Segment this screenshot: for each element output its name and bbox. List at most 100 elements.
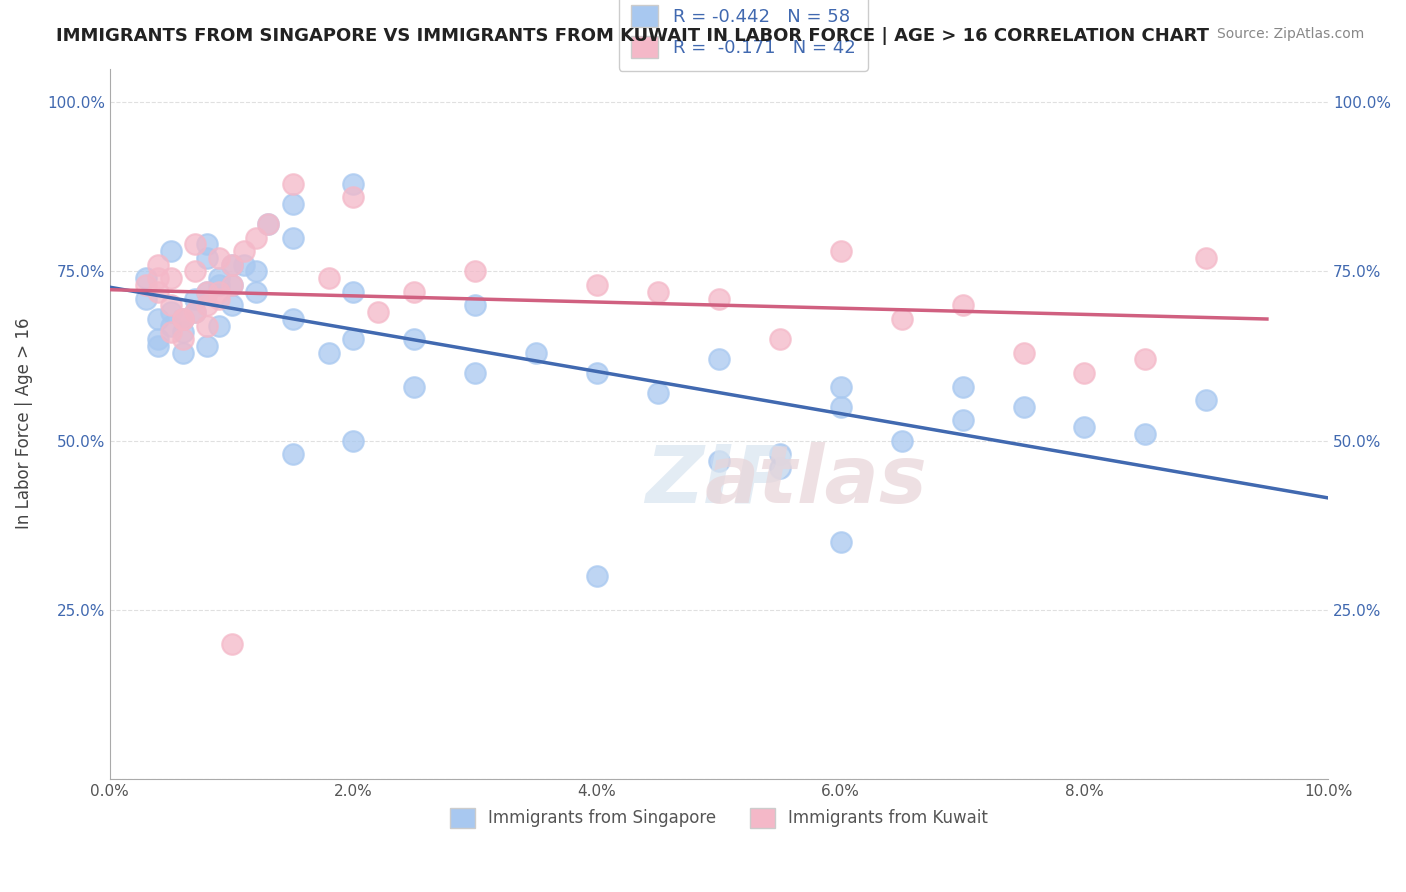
Point bbox=[232, 258, 254, 272]
Point bbox=[769, 460, 792, 475]
Point bbox=[148, 332, 170, 346]
Text: ZIP: ZIP bbox=[645, 442, 793, 519]
Point bbox=[184, 237, 207, 252]
Point bbox=[148, 285, 170, 299]
Point bbox=[952, 298, 974, 312]
Point bbox=[769, 447, 792, 461]
Point bbox=[208, 251, 231, 265]
Point bbox=[159, 305, 181, 319]
Legend: Immigrants from Singapore, Immigrants from Kuwait: Immigrants from Singapore, Immigrants fr… bbox=[443, 801, 994, 835]
Point bbox=[404, 332, 426, 346]
Point bbox=[221, 278, 243, 293]
Point bbox=[221, 637, 243, 651]
Point bbox=[195, 318, 218, 333]
Point bbox=[159, 318, 181, 333]
Point bbox=[1012, 345, 1035, 359]
Point bbox=[464, 298, 486, 312]
Point bbox=[524, 345, 547, 359]
Point bbox=[184, 264, 207, 278]
Point bbox=[221, 258, 243, 272]
Point bbox=[1012, 400, 1035, 414]
Point bbox=[464, 366, 486, 380]
Point bbox=[404, 379, 426, 393]
Point bbox=[184, 305, 207, 319]
Point bbox=[232, 244, 254, 259]
Point bbox=[769, 332, 792, 346]
Point bbox=[1073, 420, 1095, 434]
Point bbox=[1073, 366, 1095, 380]
Point bbox=[221, 278, 243, 293]
Point bbox=[195, 339, 218, 353]
Point bbox=[184, 292, 207, 306]
Point bbox=[281, 447, 304, 461]
Point bbox=[172, 332, 194, 346]
Point bbox=[195, 237, 218, 252]
Point bbox=[1195, 251, 1218, 265]
Point bbox=[707, 454, 730, 468]
Point bbox=[281, 177, 304, 191]
Point bbox=[952, 379, 974, 393]
Point bbox=[830, 400, 852, 414]
Point bbox=[707, 352, 730, 367]
Point bbox=[208, 292, 231, 306]
Point bbox=[221, 298, 243, 312]
Point bbox=[159, 271, 181, 285]
Point bbox=[707, 292, 730, 306]
Point bbox=[464, 264, 486, 278]
Point bbox=[245, 230, 267, 244]
Point bbox=[318, 345, 340, 359]
Point bbox=[890, 311, 912, 326]
Point bbox=[148, 258, 170, 272]
Point bbox=[208, 278, 231, 293]
Point bbox=[257, 217, 280, 231]
Point bbox=[135, 271, 157, 285]
Point bbox=[586, 569, 609, 583]
Point bbox=[952, 413, 974, 427]
Point bbox=[221, 258, 243, 272]
Point bbox=[148, 271, 170, 285]
Point bbox=[586, 366, 609, 380]
Point bbox=[195, 298, 218, 312]
Point bbox=[1135, 426, 1157, 441]
Text: atlas: atlas bbox=[704, 442, 928, 519]
Point bbox=[159, 298, 181, 312]
Point bbox=[195, 285, 218, 299]
Point bbox=[135, 292, 157, 306]
Point bbox=[195, 251, 218, 265]
Point bbox=[257, 217, 280, 231]
Point bbox=[245, 285, 267, 299]
Point bbox=[159, 244, 181, 259]
Point bbox=[647, 386, 669, 401]
Point bbox=[135, 278, 157, 293]
Point bbox=[342, 332, 364, 346]
Point bbox=[281, 311, 304, 326]
Point bbox=[208, 318, 231, 333]
Point bbox=[647, 285, 669, 299]
Point bbox=[208, 271, 231, 285]
Point bbox=[245, 264, 267, 278]
Point bbox=[281, 197, 304, 211]
Point bbox=[404, 285, 426, 299]
Point bbox=[586, 278, 609, 293]
Point bbox=[172, 326, 194, 340]
Point bbox=[159, 326, 181, 340]
Point bbox=[172, 345, 194, 359]
Point bbox=[1195, 392, 1218, 407]
Point bbox=[342, 177, 364, 191]
Text: Source: ZipAtlas.com: Source: ZipAtlas.com bbox=[1216, 27, 1364, 41]
Point bbox=[172, 311, 194, 326]
Y-axis label: In Labor Force | Age > 16: In Labor Force | Age > 16 bbox=[15, 318, 32, 530]
Point bbox=[148, 311, 170, 326]
Point bbox=[830, 379, 852, 393]
Point bbox=[342, 434, 364, 448]
Point bbox=[172, 311, 194, 326]
Point bbox=[184, 305, 207, 319]
Point bbox=[172, 311, 194, 326]
Point bbox=[318, 271, 340, 285]
Text: IMMIGRANTS FROM SINGAPORE VS IMMIGRANTS FROM KUWAIT IN LABOR FORCE | AGE > 16 CO: IMMIGRANTS FROM SINGAPORE VS IMMIGRANTS … bbox=[56, 27, 1209, 45]
Point bbox=[342, 285, 364, 299]
Point bbox=[830, 244, 852, 259]
Point bbox=[281, 230, 304, 244]
Point bbox=[1135, 352, 1157, 367]
Point bbox=[367, 305, 389, 319]
